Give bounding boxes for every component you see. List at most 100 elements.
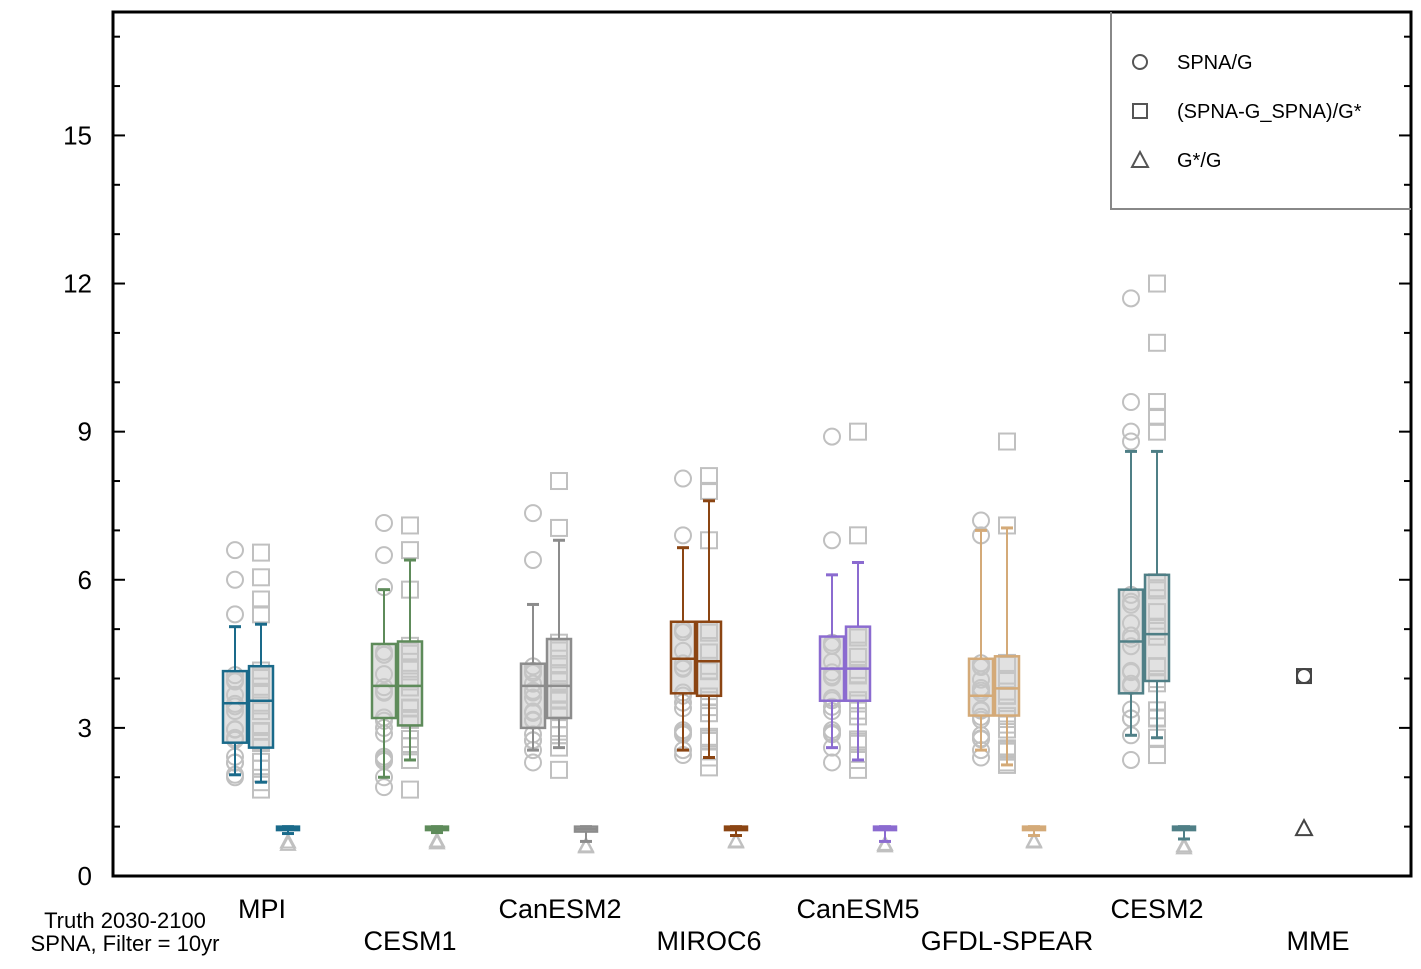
box-iqr [370, 642, 398, 720]
box-gstar-g [1021, 825, 1047, 838]
outlier-circle [1122, 432, 1140, 451]
outlier-square [849, 526, 867, 545]
model-label-canesm5: CanESM5 [796, 894, 919, 924]
model-group-cesm2 [1117, 274, 1197, 855]
box-spna-g [818, 573, 846, 750]
box-spna-g [669, 546, 697, 752]
outlier-triangle [279, 834, 297, 851]
legend-label: SPNA/G [1177, 52, 1253, 74]
outlier-square [1148, 422, 1166, 441]
model-label-miroc6: MIROC6 [656, 926, 761, 956]
legend-triangle-icon [1130, 149, 1150, 168]
legend-frame [1110, 12, 1411, 210]
outlier-circle [524, 504, 542, 523]
model-label-cesm2: CESM2 [1110, 894, 1203, 924]
box-gstar-g [275, 825, 301, 836]
y-tick-label: 6 [78, 565, 92, 595]
model-group-canesm2 [519, 472, 599, 854]
box-spna-g [221, 625, 249, 777]
model-group-gfdl-spear [967, 432, 1047, 849]
box-spna-g-spna [396, 558, 424, 762]
outlier-square [1148, 333, 1166, 352]
outlier-triangle [279, 832, 297, 849]
outlier-circle [823, 427, 841, 446]
outlier-square [401, 516, 419, 535]
box-spna-g-spna [993, 526, 1021, 767]
model-label-gfdl-spear: GFDL-SPEAR [921, 926, 1094, 956]
model-label-canesm2: CanESM2 [498, 894, 621, 924]
plot-frame [111, 10, 1413, 878]
legend: SPNA/G (SPNA-G_SPNA)/G* G*/G [1110, 12, 1411, 210]
box-iqr [519, 662, 547, 730]
box-gstar-g [872, 825, 898, 843]
box-iqr [396, 640, 424, 727]
box-spna-g-spna [247, 622, 275, 784]
model-group-cesm1 [370, 513, 450, 850]
box-iqr [247, 664, 275, 749]
box-iqr [221, 669, 249, 744]
model-group-mme [1294, 668, 1314, 837]
legend-label: (SPNA-G_SPNA)/G* [1177, 101, 1362, 123]
outlier-circle [375, 513, 393, 532]
y-tick-label: 0 [78, 861, 92, 891]
outlier-triangle [1025, 832, 1043, 849]
y-tick-label: 3 [78, 713, 92, 743]
outlier-square [401, 780, 419, 799]
outlier-circle [674, 469, 692, 488]
legend-label: G*/G [1177, 150, 1221, 172]
box-gstar-g [1171, 825, 1197, 841]
outlier-circle [674, 526, 692, 545]
outlier-square [1148, 393, 1166, 412]
box-spna-g-spna [695, 499, 723, 760]
box-spna-g [370, 588, 398, 779]
box-iqr [545, 637, 573, 720]
box-iqr [1143, 573, 1171, 683]
outlier-triangle [577, 837, 595, 854]
outlier-square [1148, 407, 1166, 426]
outlier-square [700, 467, 718, 486]
outlier-square [401, 541, 419, 560]
outlier-circle [1122, 750, 1140, 769]
mme-triangle [1294, 817, 1314, 837]
outlier-square [252, 543, 270, 562]
mme-circle [1296, 668, 1312, 685]
outlier-triangle [1175, 838, 1193, 855]
outlier-square [550, 760, 568, 779]
outlier-triangle [876, 836, 894, 853]
legend-circle-icon [1132, 54, 1148, 70]
footnote: Truth 2030-2100 SPNA, Filter = 10yr [31, 908, 220, 956]
model-group-canesm5 [818, 422, 898, 853]
y-tick-label: 9 [78, 417, 92, 447]
outlier-square [849, 760, 867, 779]
y-axis: 0 3 6 9 12 15 [63, 35, 1411, 891]
box-spna-g-spna [545, 538, 573, 750]
outlier-square [998, 432, 1016, 451]
model-group-miroc6 [669, 467, 749, 849]
outlier-square [252, 590, 270, 609]
outlier-circle [1122, 422, 1140, 441]
box-spna-g [1117, 449, 1145, 737]
outlier-triangle [727, 832, 745, 849]
footnote-line-2: SPNA, Filter = 10yr [31, 931, 220, 956]
mme-square [1296, 668, 1312, 685]
footnote-line-1: Truth 2030-2100 [44, 908, 206, 933]
y-tick-label: 12 [63, 269, 92, 299]
box-iqr [844, 625, 872, 702]
box-spna-g [967, 528, 995, 752]
box-gstar-g [424, 825, 450, 835]
y-tick-label: 15 [63, 120, 92, 150]
outlier-circle [823, 753, 841, 772]
outlier-circle [524, 551, 542, 570]
outlier-circle [375, 778, 393, 797]
outlier-circle [226, 570, 244, 589]
outlier-square [1148, 274, 1166, 293]
outlier-circle [375, 546, 393, 565]
model-label-cesm1: CESM1 [363, 926, 456, 956]
outlier-square [849, 422, 867, 441]
outlier-square [252, 605, 270, 624]
outlier-square [550, 518, 568, 537]
outlier-circle [1122, 393, 1140, 412]
box-iqr [967, 657, 995, 717]
